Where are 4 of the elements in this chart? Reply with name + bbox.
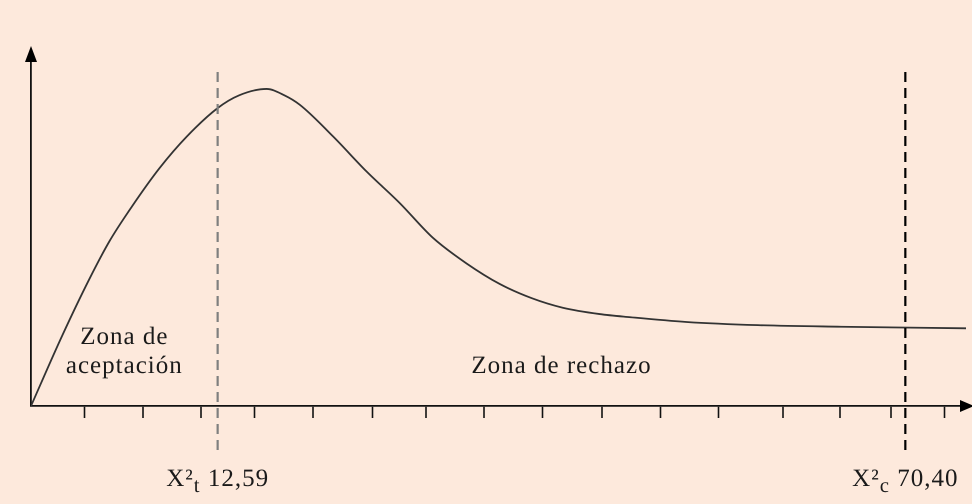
- x-tick-label: X²$_{c}$ 70,40: [852, 464, 958, 499]
- annotation: Zona de rechazo: [471, 351, 652, 380]
- annotation: Zona de aceptación: [64, 322, 184, 380]
- x-tick-label: X²$_{t}$ 12,59: [166, 464, 270, 499]
